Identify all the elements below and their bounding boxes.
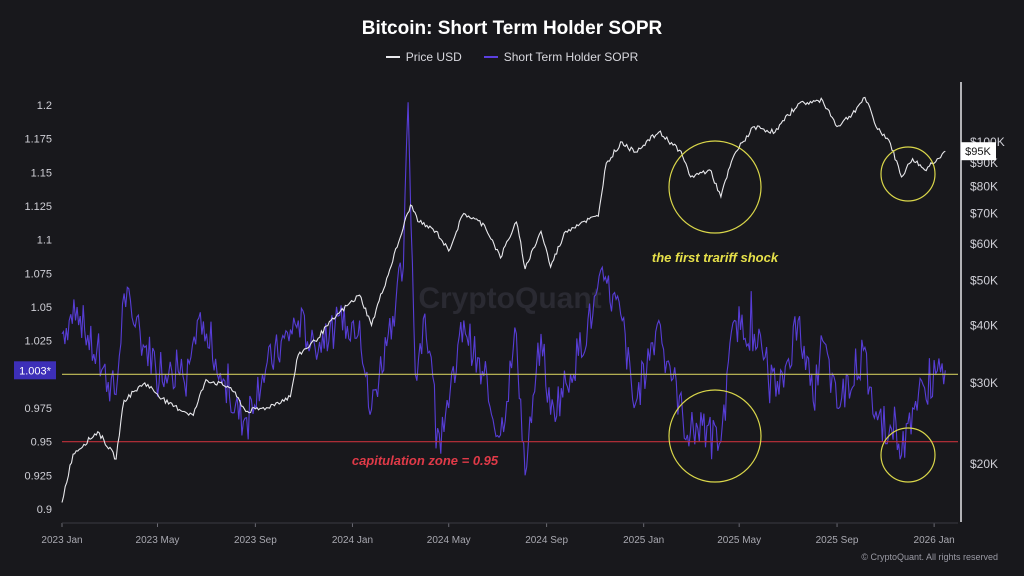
legend-label-sopr: Short Term Holder SOPR	[503, 50, 639, 64]
legend-item-price[interactable]: Price USD	[385, 50, 462, 64]
right-tick-label: $80K	[970, 180, 998, 194]
current-price-label: $95K	[965, 146, 991, 158]
right-tick-label: $30K	[970, 376, 998, 390]
x-tick-label: 2023 Jan	[41, 535, 82, 546]
legend-swatch-sopr	[483, 56, 498, 58]
left-tick-label: 1.2	[37, 100, 52, 112]
right-tick-label: $40K	[970, 318, 998, 332]
circle-late-price	[880, 146, 936, 202]
left-tick-label: 1.05	[31, 302, 52, 314]
annotation-capitulation: capitulation zone = 0.95	[352, 453, 499, 468]
current-price-box	[961, 142, 996, 161]
x-tick-label: 2024 May	[427, 535, 471, 546]
x-tick-label: 2023 Sep	[234, 535, 277, 546]
chart-title: Bitcoin: Short Term Holder SOPR	[361, 18, 663, 39]
series-sopr-line	[61, 102, 946, 476]
circle-tariff-sopr	[668, 389, 762, 483]
left-tick-label: 0.975	[24, 403, 52, 415]
x-tick-label: 2024 Sep	[525, 535, 568, 546]
left-tick-label: 1.025	[24, 336, 52, 348]
left-tick-label: 1.15	[31, 167, 52, 179]
right-tick-label: $20K	[970, 457, 998, 471]
watermark: CryptoQuant	[418, 282, 601, 315]
x-tick-label: 2025 May	[717, 535, 761, 546]
legend-label-price: Price USD	[405, 50, 462, 64]
right-tick-label: $60K	[970, 237, 998, 251]
series-price-line	[61, 96, 946, 503]
x-tick-label: 2024 Jan	[332, 535, 373, 546]
right-tick-label: $70K	[970, 206, 998, 220]
circle-tariff-price	[668, 140, 762, 234]
copyright: © CryptoQuant. All rights reserved	[861, 552, 998, 562]
left-tick-label: 1.125	[24, 201, 52, 213]
x-tick-label: 2025 Sep	[816, 535, 859, 546]
legend-swatch-price	[385, 56, 400, 58]
left-tick-label: 0.925	[24, 470, 52, 482]
current-sopr-box	[14, 361, 56, 380]
left-tick-label: 0.95	[31, 437, 52, 449]
circle-late-sopr	[880, 427, 936, 483]
current-sopr-label: 1.003*	[19, 365, 52, 377]
left-tick-label: 1.075	[24, 268, 52, 280]
legend-item-sopr[interactable]: Short Term Holder SOPR	[483, 50, 639, 64]
left-tick-label: 0.9	[37, 504, 52, 516]
left-tick-label: 1.175	[24, 134, 52, 146]
right-tick-label: $50K	[970, 274, 998, 288]
annotation-tariff: the first trariff shock	[652, 250, 779, 265]
x-tick-label: 2025 Jan	[623, 535, 664, 546]
x-tick-label: 2026 Jan	[914, 535, 955, 546]
legend: Price USD Short Term Holder SOPR	[0, 50, 1024, 64]
x-tick-label: 2023 May	[136, 535, 180, 546]
left-tick-label: 1.1	[37, 235, 52, 247]
